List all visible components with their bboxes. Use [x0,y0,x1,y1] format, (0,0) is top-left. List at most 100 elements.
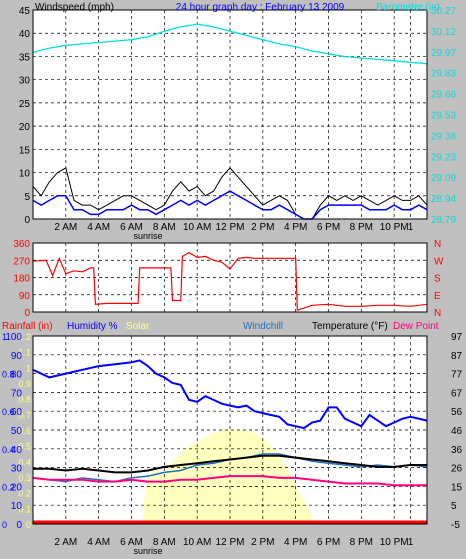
solar-tick-label: 1.2 [18,332,31,342]
wind-gust-line [32,167,428,220]
temp-time-label: 10 PM [380,537,409,548]
wind-time-label: 10 PM [380,222,409,233]
wind-baro-time-labels: 2 AM 4 AM 6 AM 8 AM 10 AM 12 PM 2 PM 4 PM 6 PM 8 … [54,222,413,233]
solar-tick-label: 1.1 [18,348,31,358]
wind-time-label: 1 [408,222,414,233]
wind-tick-label: 30 [19,76,31,87]
humidity-line [32,359,428,430]
baro-tick-label: 29.09 [431,173,456,184]
baro-tick-label: 28.94 [431,194,456,205]
solar-tick-label: 0.1 [18,504,31,514]
temperature-tick-label: 26 [451,464,463,475]
compass-label: W [434,256,444,267]
barometer-line [32,23,428,65]
barometer-axis-label: Barometer (in) [376,2,440,13]
baro-tick-label: 29.97 [431,48,456,59]
rainfall-tick-label: 1 [2,332,7,342]
solar-tick-label: 0.8 [18,395,31,405]
temp-humidity-grid [33,336,427,524]
temperature-tick-labels: 97 87 77 67 56 46 36 26 15 5 -5 [451,332,463,531]
temperature-tick-label: 36 [451,445,463,456]
rainfall-tick-label: 0 [2,520,7,530]
rainfall-tick-label: 0.2 [2,482,15,492]
wind-direction-line [32,251,428,311]
temp-time-label: 1 [408,537,414,548]
wind-tick-label: 40 [19,29,31,40]
temp-time-label: 12 PM [216,537,245,548]
sunrise-label-top: sunrise [133,231,162,241]
wind-baro-series [32,23,428,220]
legend-3: Windchill [243,321,283,332]
humidity-tick-label: 80 [11,370,23,381]
legend-4: Temperature (°F) [312,321,388,332]
temperature-tick-label: 5 [451,501,457,512]
solar-tick-label: 0.2 [18,489,31,499]
solar-tick-label: 0 [26,520,31,530]
humidity-tick-label: 30 [11,464,23,475]
legend-0: Rainfall (in) [2,321,53,332]
temperature-line [33,454,427,474]
solar-tick-label: 0.6 [18,426,31,436]
baro-tick-label: 30.27 [431,6,456,17]
temperature-tick-label: 67 [451,388,463,399]
dewpoint-line [32,475,427,487]
wind-time-label: 6 AM [120,222,143,233]
wind-tick-label: 35 [19,52,31,63]
temp-humidity-frame [32,335,428,525]
wind-tick-label: 15 [19,145,31,156]
rainfall-tick-labels: 1 0.8 0.6 0.4 0.2 0 [2,332,15,530]
humidity-tick-label: 100 [5,332,22,343]
temp-time-label: 6 PM [317,537,340,548]
wind-direction-frame [32,242,428,313]
windspeed-tick-labels: 45 40 35 30 25 20 15 10 5 0 [19,6,31,226]
baro-tick-label: 29.68 [431,90,456,101]
legend-5: Dew Point [393,321,439,332]
wind-baro-grid [33,10,427,219]
compass-label: N [434,239,441,250]
solar-tick-label: 0.9 [18,379,31,389]
temp-time-label: 2 PM [251,537,274,548]
temperature-tick-label: -5 [451,520,460,531]
wind-average-line [32,190,428,220]
solar-tick-label: 0.3 [18,473,31,483]
humidity-tick-label: 90 [11,351,23,362]
wind-time-label: 4 AM [87,222,110,233]
humidity-tick-label: 10 [11,501,23,512]
wind-tick-label: 20 [19,122,31,133]
humidity-tick-label: 60 [11,407,23,418]
barometer-tick-labels: 30.27 30.12 29.97 29.83 29.68 29.53 29.38 29.23… [431,6,456,226]
baro-tick-label: 29.83 [431,69,456,80]
wind-time-label: 2 PM [251,222,274,233]
temperature-tick-label: 97 [451,332,463,343]
wind-tick-label: 25 [19,99,31,110]
temperature-tick-label: 15 [451,482,463,493]
temp-time-label: 8 AM [153,537,176,548]
temperature-tick-label: 56 [451,407,463,418]
compass-label: E [434,291,441,302]
rainfall-tick-label: 0.6 [2,407,15,417]
wind-baro-frame [32,9,428,220]
wind-time-label: 2 AM [54,222,77,233]
temperature-tick-label: 87 [451,351,463,362]
baro-tick-label: 28.79 [431,215,456,226]
compass-label: N [434,308,441,319]
legend-2: Solar [126,321,150,332]
temp-humidity-series [32,359,428,524]
graph-title: 24 hour graph day : February 13 2009 [176,2,345,13]
temp-time-label: 4 AM [87,537,110,548]
direction-degree-label: 360 [13,239,30,250]
temperature-tick-label: 46 [451,426,463,437]
wind-direction-plot-area [33,243,427,312]
humidity-tick-label: 40 [11,445,23,456]
temp-time-label: 4 PM [284,537,307,548]
solar-tick-label: 1 [26,363,31,373]
rainfall-tick-label: 0.8 [2,370,15,380]
wind-tick-label: 5 [24,192,30,203]
temperature-tick-label: 77 [451,370,463,381]
baro-tick-label: 29.38 [431,131,456,142]
windspeed-axis-label: Windspeed (mph) [35,2,114,13]
temp-time-label: 6 AM [120,537,143,548]
temp-time-label: 2 AM [54,537,77,548]
